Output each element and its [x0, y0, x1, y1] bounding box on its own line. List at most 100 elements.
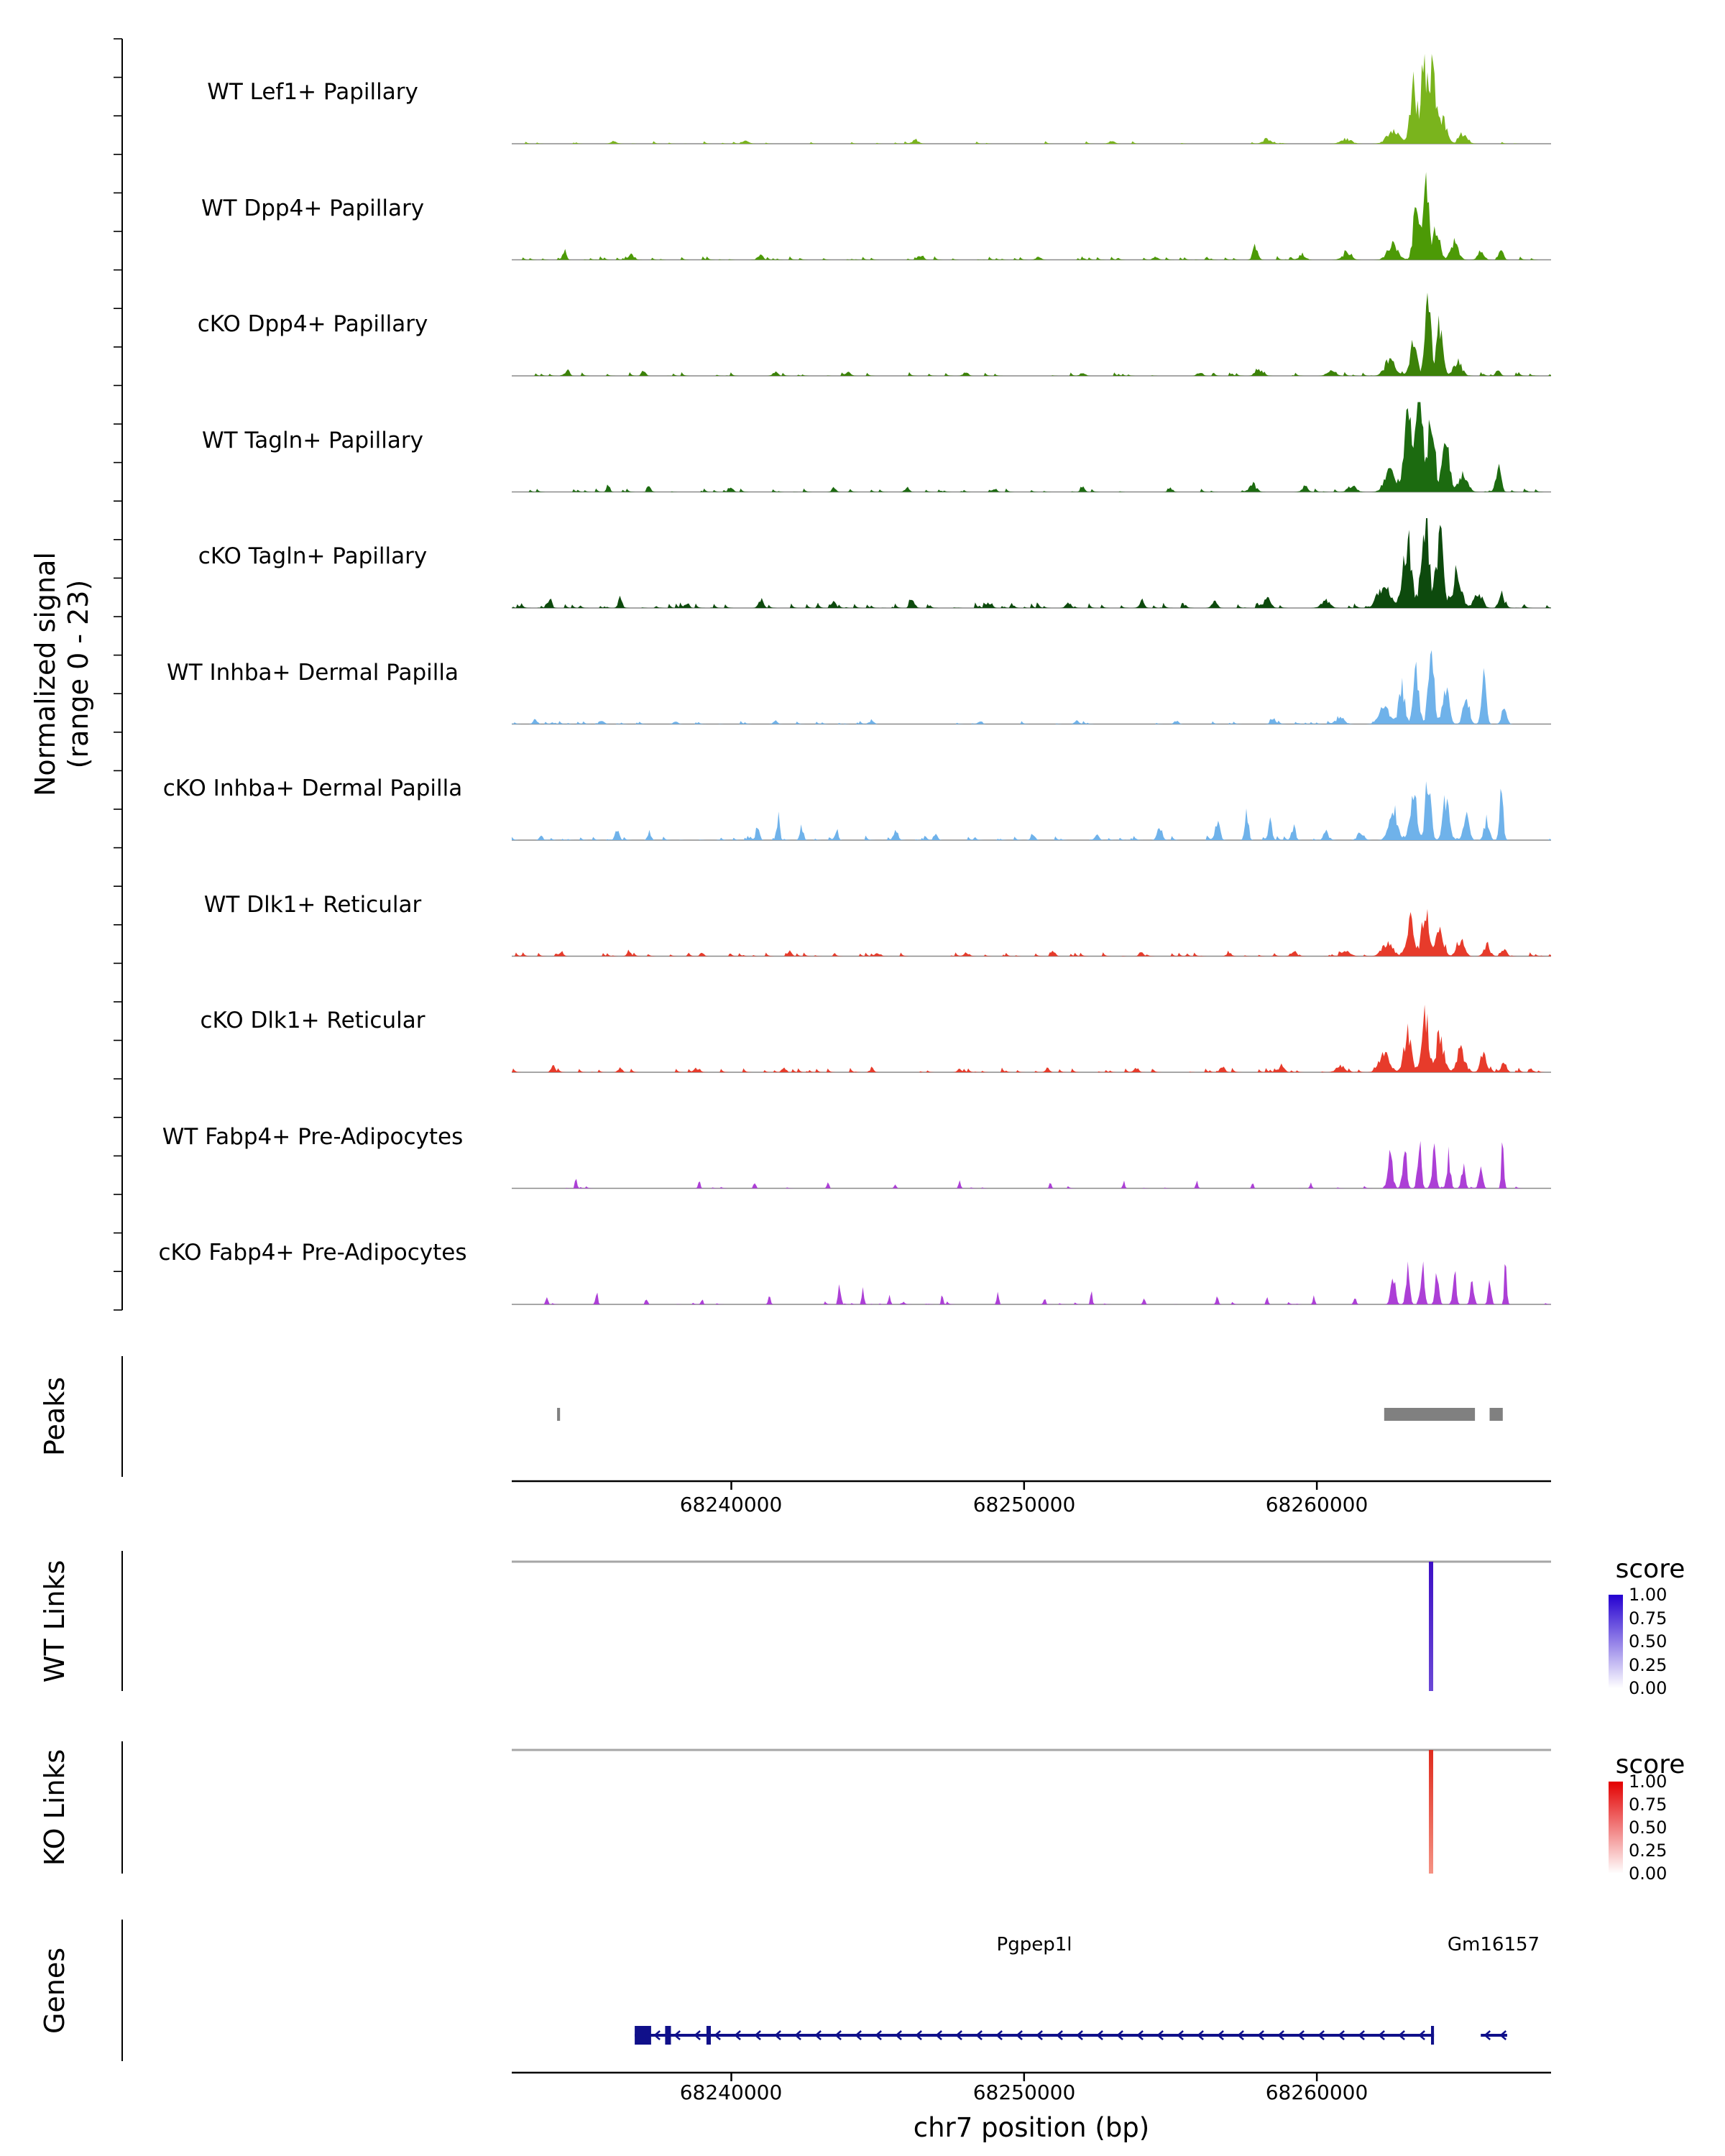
track-label-wt-dpp4: WT Dpp4+ Papillary [201, 195, 425, 221]
signal-area-2 [512, 292, 1551, 376]
signal-area-10 [512, 1261, 1551, 1304]
strand-arrow-icon [734, 2030, 741, 2040]
ko-links-section-label: KO Links [39, 1749, 70, 1866]
signal-area-5 [512, 650, 1551, 724]
signal-area-1 [512, 172, 1551, 260]
track-label-cko-fabp4: cKO Fabp4+ Pre-Adipocytes [158, 1240, 467, 1266]
gene-exon [635, 2026, 651, 2045]
strand-arrow-icon [1398, 2030, 1405, 2040]
strand-arrow-icon [1136, 2030, 1144, 2040]
wt-legend-tick-075: 0.75 [1629, 1608, 1668, 1628]
peaks-section-label: Peaks [39, 1376, 70, 1457]
strand-arrow-icon [1277, 2030, 1284, 2040]
signal-area-0 [512, 54, 1551, 144]
strand-arrow-icon [1076, 2030, 1083, 2040]
strand-arrow-icon [995, 2030, 1003, 2040]
signal-area-8 [512, 1005, 1551, 1072]
strand-arrow-icon [673, 2030, 681, 2040]
wt-legend-tick-025: 0.25 [1629, 1655, 1668, 1675]
strand-arrow-icon [794, 2030, 801, 2040]
axis2-tick-68250000: 68250000 [972, 2081, 1076, 2104]
strand-arrow-icon [1378, 2030, 1385, 2040]
strand-arrow-icon [1418, 2030, 1425, 2040]
strand-arrow-icon [653, 2030, 661, 2040]
peak-region [557, 1408, 561, 1421]
axis2-tick-68240000: 68240000 [679, 2081, 783, 2104]
strand-arrow-icon [1358, 2030, 1365, 2040]
signal-area-7 [512, 908, 1551, 957]
strand-arrow-icon [875, 2030, 882, 2040]
strand-arrow-icon [955, 2030, 962, 2040]
track-label-cko-dlk1: cKO Dlk1+ Reticular [200, 1008, 426, 1033]
signal-area-3 [512, 402, 1551, 492]
ko-legend-tick-100: 1.00 [1629, 1772, 1668, 1792]
wt-legend-tick-100: 1.00 [1629, 1585, 1668, 1605]
x-axis-title: chr7 position (bp) [913, 2112, 1150, 2143]
ko-legend-tick-025: 0.25 [1629, 1841, 1668, 1861]
strand-arrow-icon [1116, 2030, 1123, 2040]
signal-area-9 [512, 1141, 1551, 1189]
strand-arrow-icon [1156, 2030, 1164, 2040]
track-label-cko-dpp4: cKO Dpp4+ Papillary [197, 311, 428, 337]
gene-exon [1431, 2026, 1435, 2045]
strand-arrow-icon [814, 2030, 822, 2040]
gene-label-gm16157: Gm16157 [1447, 1934, 1540, 1955]
peak-region [1384, 1408, 1476, 1421]
track-label-wt-fabp4: WT Fabp4+ Pre-Adipocytes [162, 1124, 464, 1150]
ko-legend-tick-075: 0.75 [1629, 1795, 1668, 1815]
signal-area-6 [512, 781, 1551, 840]
wt-score-gradient-bar [1609, 1595, 1623, 1688]
strand-arrow-icon [975, 2030, 983, 2040]
track-label-wt-lef1: WT Lef1+ Papillary [207, 79, 418, 105]
ko-legend-tick-000: 0.00 [1629, 1864, 1668, 1884]
strand-arrow-icon [1257, 2030, 1264, 2040]
gene-exon [665, 2026, 671, 2045]
axis1-tick-68260000: 68260000 [1265, 1493, 1368, 1516]
strand-arrow-icon [1338, 2030, 1345, 2040]
strand-arrow-icon [1036, 2030, 1043, 2040]
track-label-cko-tagln: cKO Tagln+ Papillary [198, 543, 428, 569]
strand-arrow-icon [1297, 2030, 1305, 2040]
strand-arrow-icon [1016, 2030, 1023, 2040]
gene-label-pgpep1l: Pgpep1l [996, 1934, 1072, 1955]
strand-arrow-icon [1317, 2030, 1325, 2040]
strand-arrow-icon [774, 2030, 781, 2040]
gene-exon [706, 2026, 711, 2045]
ko-legend-tick-050: 0.50 [1629, 1818, 1668, 1838]
strand-arrow-icon [1484, 2030, 1491, 2040]
track-label-wt-inhba: WT Inhba+ Dermal Papilla [167, 660, 459, 686]
strand-arrow-icon [855, 2030, 862, 2040]
strand-arrow-icon [895, 2030, 902, 2040]
track-label-wt-dlk1: WT Dlk1+ Reticular [203, 892, 422, 918]
strand-arrow-icon [1177, 2030, 1184, 2040]
strand-arrow-icon [754, 2030, 761, 2040]
strand-arrow-icon [1499, 2030, 1507, 2040]
signal-area-4 [512, 518, 1551, 608]
strand-arrow-icon [1237, 2030, 1244, 2040]
peak-region [1489, 1408, 1503, 1421]
signal-axis-title-line1: Normalized signal [29, 552, 61, 796]
strand-arrow-icon [1096, 2030, 1103, 2040]
axis1-tick-68250000: 68250000 [972, 1493, 1076, 1516]
genes-section-label: Genes [39, 1947, 70, 2035]
wt-legend-tick-050: 0.50 [1629, 1631, 1668, 1651]
wt-score-legend-title: score [1615, 1554, 1685, 1584]
strand-arrow-icon [1217, 2030, 1224, 2040]
track-label-cko-inhba: cKO Inhba+ Dermal Papilla [162, 775, 463, 801]
strand-arrow-icon [714, 2030, 721, 2040]
strand-arrow-icon [935, 2030, 942, 2040]
strand-arrow-icon [1056, 2030, 1063, 2040]
strand-arrow-icon [1197, 2030, 1204, 2040]
strand-arrow-icon [834, 2030, 842, 2040]
track-label-wt-tagln: WT Tagln+ Papillary [202, 428, 423, 453]
wt-links-section-label: WT Links [39, 1560, 70, 1683]
signal-axis-title-line2: (range 0 - 23) [63, 579, 94, 769]
axis1-tick-68240000: 68240000 [679, 1493, 783, 1516]
strand-arrow-icon [915, 2030, 922, 2040]
axis2-tick-68260000: 68260000 [1265, 2081, 1368, 2104]
wt-legend-tick-000: 0.00 [1629, 1678, 1668, 1698]
signal-axis-title: Normalized signal (range 0 - 23) [29, 552, 95, 796]
strand-arrow-icon [694, 2030, 701, 2040]
